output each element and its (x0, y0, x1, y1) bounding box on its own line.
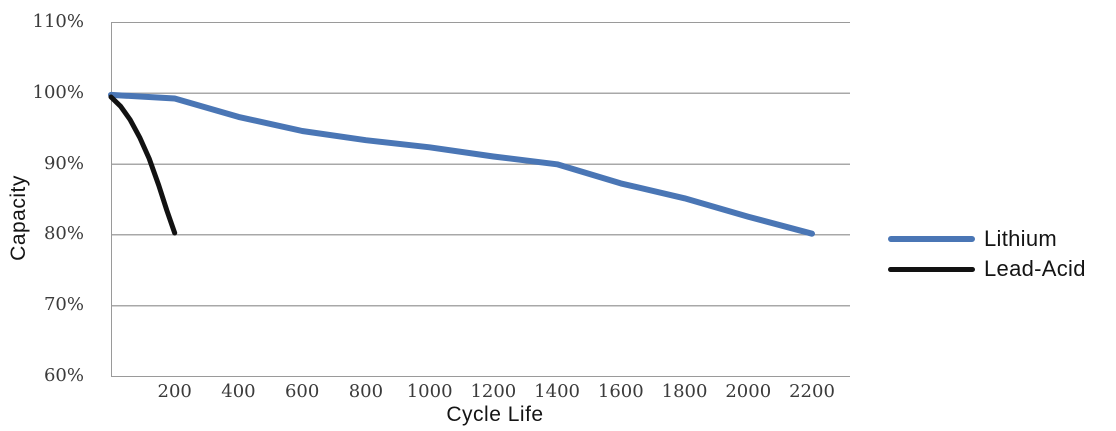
x-tick-label: 400 (221, 381, 256, 402)
y-tick-label: 90% (43, 152, 84, 174)
y-tick-label: 100% (32, 81, 84, 103)
lead-acid-line-swatch (888, 266, 975, 272)
x-tick-label: 1400 (534, 381, 580, 402)
y-tick-label: 60% (43, 365, 84, 386)
y-tick-label: 80% (43, 223, 84, 245)
legend-item-lithium: Lithium (888, 226, 1086, 252)
lithium-line-swatch (888, 236, 975, 242)
x-tick-label: 200 (157, 381, 192, 402)
series-line-lithium (108, 91, 815, 237)
x-tick-label: 2000 (725, 381, 772, 402)
legend-item-lead-acid: Lead-Acid (888, 256, 1086, 282)
legend-label-lead-acid: Lead-Acid (984, 256, 1086, 281)
legend: Lithium Lead-Acid (888, 226, 1086, 282)
x-tick-label: 600 (284, 381, 320, 402)
y-axis-title: Capacity (7, 175, 30, 261)
x-tick-label: 2200 (789, 381, 835, 402)
x-axis-title: Cycle Life (446, 403, 544, 426)
y-tick-label: 110% (32, 11, 84, 32)
x-tick-label: 1200 (470, 381, 517, 402)
x-tick-label: 1600 (597, 381, 644, 402)
x-tick-label: 1800 (661, 381, 708, 402)
x-tick-label: 1000 (406, 381, 453, 402)
x-tick-label: 800 (348, 381, 384, 402)
series-line-lead-acid (108, 94, 178, 236)
y-tick-label: 70% (43, 294, 84, 316)
legend-label-lithium: Lithium (984, 226, 1058, 251)
